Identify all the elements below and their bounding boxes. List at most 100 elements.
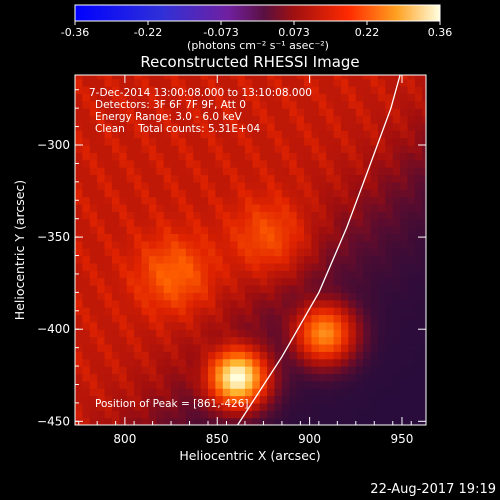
heatmap-cell (208, 358, 216, 367)
heatmap-cell (400, 410, 409, 419)
heatmap-cell (208, 189, 216, 198)
heatmap-cell (237, 78, 246, 87)
heatmap-cell (326, 130, 335, 139)
heatmap-cell (230, 388, 239, 397)
heatmap-cell (148, 395, 157, 404)
heatmap-cell (274, 100, 283, 109)
heatmap-cell (200, 336, 209, 345)
heatmap-cell (119, 395, 128, 404)
heatmap-cell (370, 145, 379, 153)
heatmap-cell (222, 174, 231, 183)
heatmap-cell (414, 314, 423, 323)
heatmap-cell (422, 226, 426, 235)
colorbar-tick-label: 0.36 (428, 26, 453, 39)
heatmap-cell (296, 174, 305, 183)
heatmap-cell (281, 181, 290, 190)
heatmap-cell (281, 395, 290, 404)
heatmap-cell (392, 292, 401, 301)
heatmap-cell (267, 115, 276, 124)
heatmap-cell (267, 410, 276, 419)
heatmap-cell (185, 248, 194, 257)
heatmap-cell (215, 248, 224, 257)
heatmap-cell (311, 137, 320, 146)
heatmap-cell (178, 115, 187, 124)
heatmap-cell (333, 373, 342, 382)
heatmap-cell (134, 343, 143, 352)
heatmap-cell (348, 174, 357, 183)
heatmap-cell (414, 388, 423, 397)
heatmap-cell (222, 410, 231, 419)
heatmap-cell (377, 314, 386, 323)
heatmap-cell (370, 388, 379, 397)
heatmap-cell (370, 137, 379, 146)
heatmap-cell (385, 410, 394, 419)
heatmap-cell (237, 402, 246, 411)
heatmap-cell (215, 366, 224, 375)
heatmap-cell (296, 299, 305, 308)
heatmap-cell (370, 292, 379, 301)
heatmap-cell (414, 380, 423, 389)
heatmap-cell (289, 270, 298, 279)
heatmap-cell (311, 181, 320, 190)
heatmap-cell (318, 373, 327, 382)
heatmap-cell (385, 255, 394, 264)
heatmap-cell (244, 233, 253, 242)
heatmap-cell (392, 86, 401, 95)
heatmap-cell (414, 115, 423, 124)
heatmap-cell (111, 218, 120, 227)
heatmap-cell (193, 373, 202, 382)
heatmap-cell (281, 255, 290, 264)
heatmap-cell (422, 299, 426, 308)
heatmap-cell (222, 380, 231, 389)
heatmap-cell (163, 366, 172, 375)
heatmap-cell (326, 343, 335, 352)
heatmap-cell (252, 255, 261, 264)
heatmap-cell (193, 189, 202, 198)
heatmap-cell (215, 388, 224, 397)
heatmap-cell (119, 314, 128, 323)
heatmap-cell (111, 159, 120, 168)
heatmap-cell (82, 402, 91, 411)
heatmap-cell (75, 240, 83, 249)
heatmap-cell (400, 108, 409, 117)
heatmap-cell (111, 75, 120, 80)
heatmap-cell (185, 410, 194, 419)
heatmap-cell (171, 174, 180, 183)
heatmap-cell (341, 218, 350, 227)
heatmap-cell (126, 366, 135, 375)
heatmap-cell (274, 321, 283, 330)
heatmap-cell (134, 285, 143, 293)
heatmap-cell (104, 100, 113, 109)
heatmap-cell (422, 159, 426, 168)
heatmap-cell (289, 115, 298, 124)
heatmap-cell (185, 108, 194, 117)
heatmap-cell (348, 329, 357, 338)
heatmap-cell (89, 152, 98, 161)
heatmap-cell (400, 78, 409, 87)
heatmap-cell (97, 285, 106, 293)
heatmap-cell (267, 93, 276, 102)
heatmap-cell (200, 78, 209, 87)
heatmap-cell (97, 152, 106, 161)
heatmap-cell (75, 388, 83, 397)
heatmap-cell (252, 203, 261, 212)
heatmap-cell (318, 262, 327, 271)
heatmap-cell (281, 292, 290, 301)
heatmap-cell (141, 115, 150, 124)
heatmap-cell (208, 277, 216, 286)
heatmap-cell (407, 78, 416, 87)
heatmap-cell (385, 211, 394, 220)
heatmap-cell (370, 321, 379, 330)
heatmap-cell (230, 93, 239, 102)
heatmap-cell (392, 189, 401, 198)
heatmap-cell (333, 189, 342, 198)
heatmap-cell (363, 93, 372, 102)
heatmap-cell (215, 100, 224, 109)
heatmap-cell (97, 130, 106, 139)
heatmap-cell (407, 196, 416, 205)
heatmap-cell (326, 108, 335, 117)
heatmap-cell (178, 159, 187, 168)
heatmap-cell (355, 233, 364, 242)
heatmap-cell (259, 100, 268, 109)
heatmap-cell (171, 152, 180, 161)
